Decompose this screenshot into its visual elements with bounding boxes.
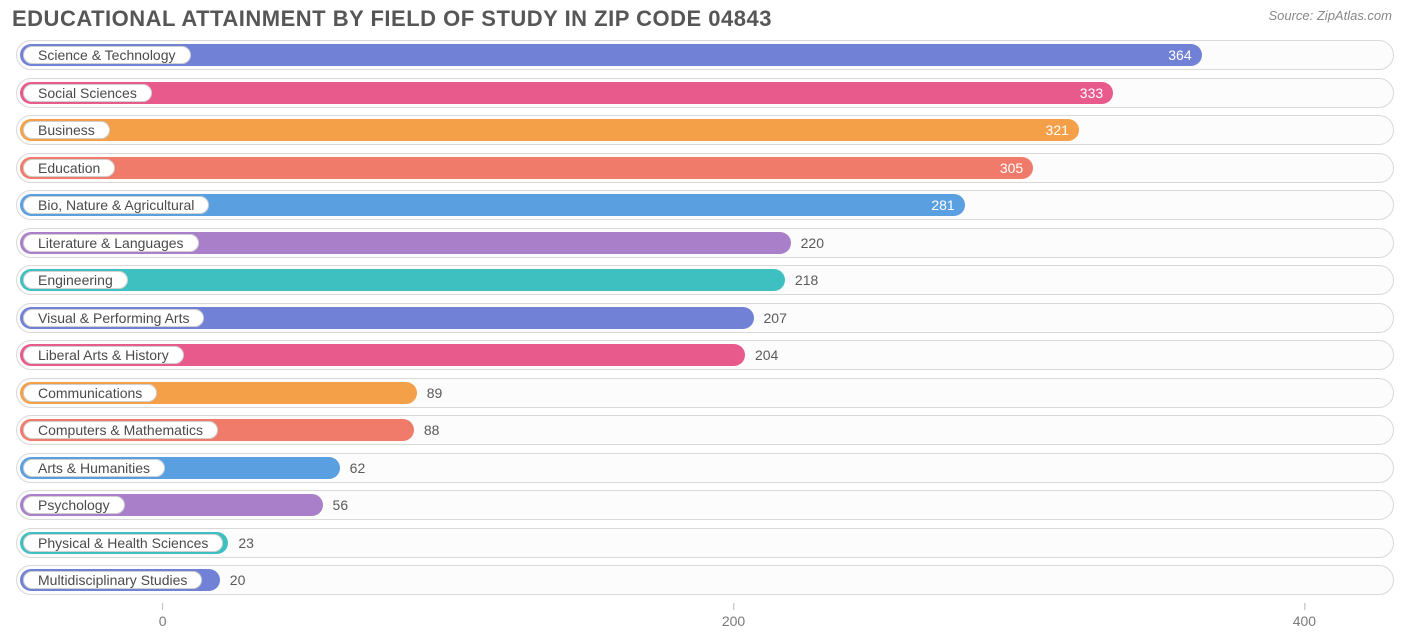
- bar-row: 218 Engineering: [16, 265, 1394, 295]
- category-pill: Bio, Nature & Agricultural: [23, 196, 209, 214]
- bar-row: 364 Science & Technology: [16, 40, 1394, 70]
- bar-fill: 333: [20, 82, 1113, 104]
- tick-mark: [162, 603, 163, 610]
- bar-value: 62: [350, 457, 366, 479]
- bar-fill: 321: [20, 119, 1079, 141]
- bar-row: 281 Bio, Nature & Agricultural: [16, 190, 1394, 220]
- category-label: Business: [38, 122, 95, 138]
- bar-row: 56 Psychology: [16, 490, 1394, 520]
- bar-value: 56: [333, 494, 349, 516]
- bar-value: 364: [1168, 44, 1191, 66]
- category-pill: Physical & Health Sciences: [23, 534, 223, 552]
- bar-fill: [20, 269, 785, 291]
- category-label: Computers & Mathematics: [38, 422, 203, 438]
- x-axis: 0 200 400: [16, 603, 1394, 637]
- category-pill: Business: [23, 121, 110, 139]
- bar-row: 23 Physical & Health Sciences: [16, 528, 1394, 558]
- bar-row: 207 Visual & Performing Arts: [16, 303, 1394, 333]
- axis-tick: 0: [159, 603, 167, 629]
- bar-value: 305: [1000, 157, 1023, 179]
- bar-row: 62 Arts & Humanities: [16, 453, 1394, 483]
- category-label: Communications: [38, 385, 142, 401]
- bar-value: 204: [755, 344, 778, 366]
- bar-value: 281: [931, 194, 954, 216]
- category-pill: Social Sciences: [23, 84, 152, 102]
- chart-header: EDUCATIONAL ATTAINMENT BY FIELD OF STUDY…: [0, 0, 1406, 40]
- bar-row: 88 Computers & Mathematics: [16, 415, 1394, 445]
- bar-fill: 364: [20, 44, 1202, 66]
- bar-value: 218: [795, 269, 818, 291]
- category-pill: Literature & Languages: [23, 234, 199, 252]
- bar-value: 89: [427, 382, 443, 404]
- category-label: Psychology: [38, 497, 110, 513]
- bar-row: 321 Business: [16, 115, 1394, 145]
- bar-row: 220 Literature & Languages: [16, 228, 1394, 258]
- category-label: Bio, Nature & Agricultural: [38, 197, 194, 213]
- bar-row: 333 Social Sciences: [16, 78, 1394, 108]
- category-label: Physical & Health Sciences: [38, 535, 208, 551]
- category-label: Visual & Performing Arts: [38, 310, 189, 326]
- tick-label: 400: [1293, 613, 1316, 629]
- category-pill: Communications: [23, 384, 157, 402]
- bar-value: 20: [230, 569, 246, 591]
- bar-row: 204 Liberal Arts & History: [16, 340, 1394, 370]
- bar-value: 23: [238, 532, 254, 554]
- category-label: Social Sciences: [38, 85, 137, 101]
- source-prefix: Source:: [1268, 8, 1316, 23]
- category-pill: Visual & Performing Arts: [23, 309, 204, 327]
- category-label: Liberal Arts & History: [38, 347, 169, 363]
- tick-mark: [733, 603, 734, 610]
- axis-tick: 200: [722, 603, 745, 629]
- bar-value: 88: [424, 419, 440, 441]
- bar-value: 333: [1080, 82, 1103, 104]
- bar-value: 220: [801, 232, 824, 254]
- tick-label: 200: [722, 613, 745, 629]
- category-label: Science & Technology: [38, 47, 176, 63]
- chart-source: Source: ZipAtlas.com: [1268, 6, 1392, 23]
- bar-value: 207: [764, 307, 787, 329]
- category-label: Engineering: [38, 272, 113, 288]
- bar-fill: 305: [20, 157, 1033, 179]
- category-label: Literature & Languages: [38, 235, 184, 251]
- category-pill: Arts & Humanities: [23, 459, 165, 477]
- bar-row: 89 Communications: [16, 378, 1394, 408]
- tick-label: 0: [159, 613, 167, 629]
- category-pill: Education: [23, 159, 115, 177]
- axis-tick: 400: [1293, 603, 1316, 629]
- category-pill: Multidisciplinary Studies: [23, 571, 202, 589]
- category-pill: Science & Technology: [23, 46, 191, 64]
- chart-title: EDUCATIONAL ATTAINMENT BY FIELD OF STUDY…: [12, 6, 772, 32]
- source-name: ZipAtlas.com: [1317, 8, 1392, 23]
- chart-plot-area: 364 Science & Technology 333 Social Science…: [0, 40, 1406, 595]
- category-pill: Liberal Arts & History: [23, 346, 184, 364]
- category-pill: Engineering: [23, 271, 128, 289]
- bar-row: 20 Multidisciplinary Studies: [16, 565, 1394, 595]
- bar-value: 321: [1046, 119, 1069, 141]
- bar-row: 305 Education: [16, 153, 1394, 183]
- tick-mark: [1304, 603, 1305, 610]
- category-label: Arts & Humanities: [38, 460, 150, 476]
- category-label: Multidisciplinary Studies: [38, 572, 187, 588]
- category-pill: Computers & Mathematics: [23, 421, 218, 439]
- category-pill: Psychology: [23, 496, 125, 514]
- category-label: Education: [38, 160, 100, 176]
